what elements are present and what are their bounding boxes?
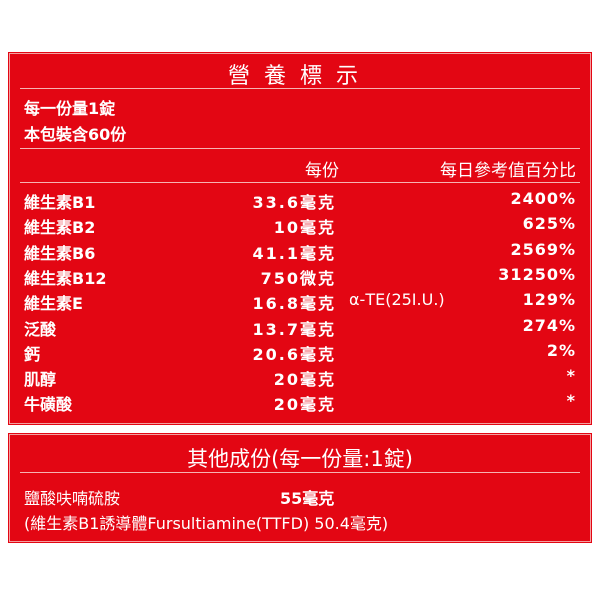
nutrient-row: 泛酸 13.7毫克 274% — [24, 316, 576, 341]
nutrient-name: 維生素B1 — [24, 193, 96, 212]
divider — [20, 148, 580, 149]
nutrient-amount: 41.1毫克 — [252, 243, 336, 263]
nutrient-name: 肌醇 — [24, 370, 57, 390]
other-ingredients-title: 其他成份(每一份量:1錠) — [187, 447, 413, 471]
nutrient-amount: 20毫克 — [273, 395, 336, 415]
nutrient-row: 鈣 20.6毫克 2% — [24, 341, 576, 366]
nutrient-name: 維生素B12 — [24, 268, 107, 288]
daily-value-percent: * — [566, 366, 576, 386]
nutrient-amount: 10毫克 — [273, 218, 336, 238]
nutrient-row: 維生素B6 41.1毫克 2569% — [24, 240, 576, 265]
serving-size: 每一份量1錠 — [24, 99, 116, 118]
nutrient-name: 維生素E — [24, 294, 83, 314]
daily-value-percent: 625% — [522, 214, 576, 234]
nutrient-amount: 20.6毫克 — [252, 344, 336, 364]
nutrient-row: 肌醇 20毫克 * — [24, 366, 576, 391]
nutrition-facts-panel: 營養標示 每一份量1錠 本包裝含60份 每份 每日參考值百分比 維生素B1 33.… — [9, 53, 591, 424]
daily-value-percent: 274% — [522, 315, 576, 335]
nutrient-amount: 16.8毫克 — [252, 294, 336, 314]
nutrient-unit-note: α-TE(25I.U.) — [349, 290, 445, 310]
ingredient-note: (維生素B1誘導體Fursultiamine(TTFD) 50.4毫克) — [24, 514, 389, 533]
other-ingredients-panel: 其他成份(每一份量:1錠) 鹽酸呋喃硫胺 55毫克 (維生素B1誘導體Fursu… — [9, 434, 591, 542]
nutrient-amount: 33.6毫克 — [252, 193, 336, 212]
daily-value-percent: * — [566, 391, 576, 411]
nutrient-row: 維生素B12 750微克 31250% — [24, 265, 576, 290]
divider — [20, 88, 580, 89]
per-serving-header: 每份 — [305, 161, 339, 181]
ingredient-amount: 55毫克 — [280, 489, 335, 508]
divider — [20, 472, 580, 473]
daily-value-percent: 2400% — [510, 189, 576, 208]
nutrient-amount: 750微克 — [260, 268, 336, 288]
nutrient-row: 維生素E 16.8毫克 α-TE(25I.U.) 129% — [24, 290, 576, 315]
servings-per-package: 本包裝含60份 — [24, 125, 127, 144]
daily-value-percent: 2% — [546, 340, 576, 360]
daily-value-header: 每日參考值百分比 — [440, 161, 576, 181]
divider — [20, 182, 580, 183]
nutrient-name: 泛酸 — [24, 319, 57, 339]
daily-value-percent: 2569% — [510, 239, 576, 259]
nutrient-row: 牛磺酸 20毫克 * — [24, 391, 576, 416]
nutrient-name: 維生素B2 — [24, 218, 96, 238]
nutrient-name: 維生素B6 — [24, 243, 96, 263]
nutrient-name: 牛磺酸 — [24, 395, 73, 415]
daily-value-percent: 129% — [522, 290, 576, 310]
nutrient-row: 維生素B2 10毫克 625% — [24, 214, 576, 239]
panel-title: 營養標示 — [227, 64, 372, 89]
nutrient-amount: 13.7毫克 — [252, 319, 336, 339]
nutrient-row: 維生素B1 33.6毫克 2400% — [24, 189, 576, 214]
daily-value-percent: 31250% — [498, 264, 576, 284]
ingredient-name: 鹽酸呋喃硫胺 — [24, 489, 121, 508]
nutrient-amount: 20毫克 — [273, 370, 336, 390]
nutrient-name: 鈣 — [24, 344, 41, 364]
